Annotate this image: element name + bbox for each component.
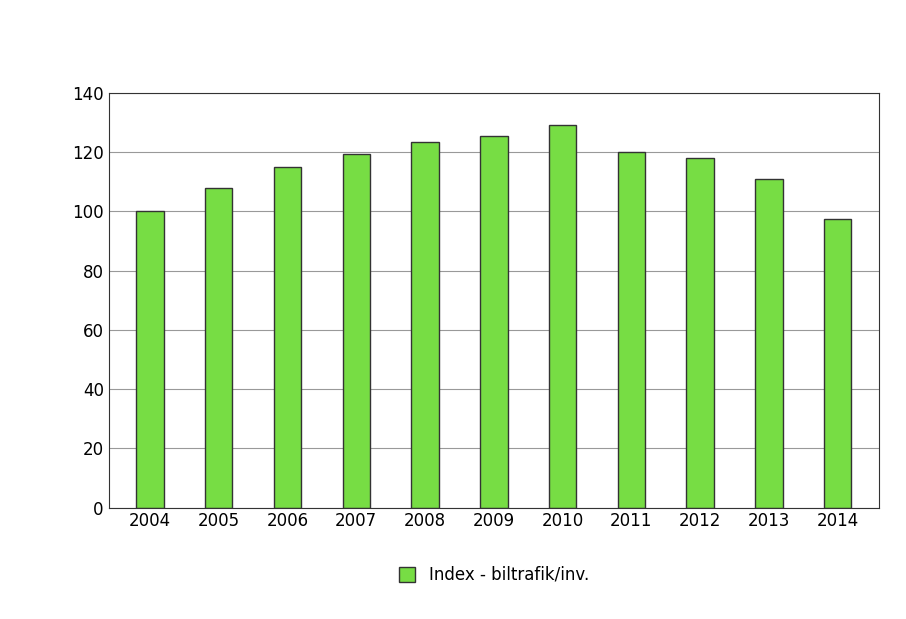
Bar [549, 126, 576, 508]
Bar [824, 219, 852, 508]
Bar [618, 152, 645, 508]
Bar [274, 167, 301, 508]
Bar [480, 136, 507, 508]
Bar [755, 179, 783, 508]
Bar [342, 154, 370, 508]
Legend: Index - biltrafik/inv.: Index - biltrafik/inv. [392, 559, 595, 591]
Bar [205, 188, 233, 508]
Bar [411, 142, 439, 508]
Bar [136, 211, 164, 508]
Bar [687, 158, 714, 508]
